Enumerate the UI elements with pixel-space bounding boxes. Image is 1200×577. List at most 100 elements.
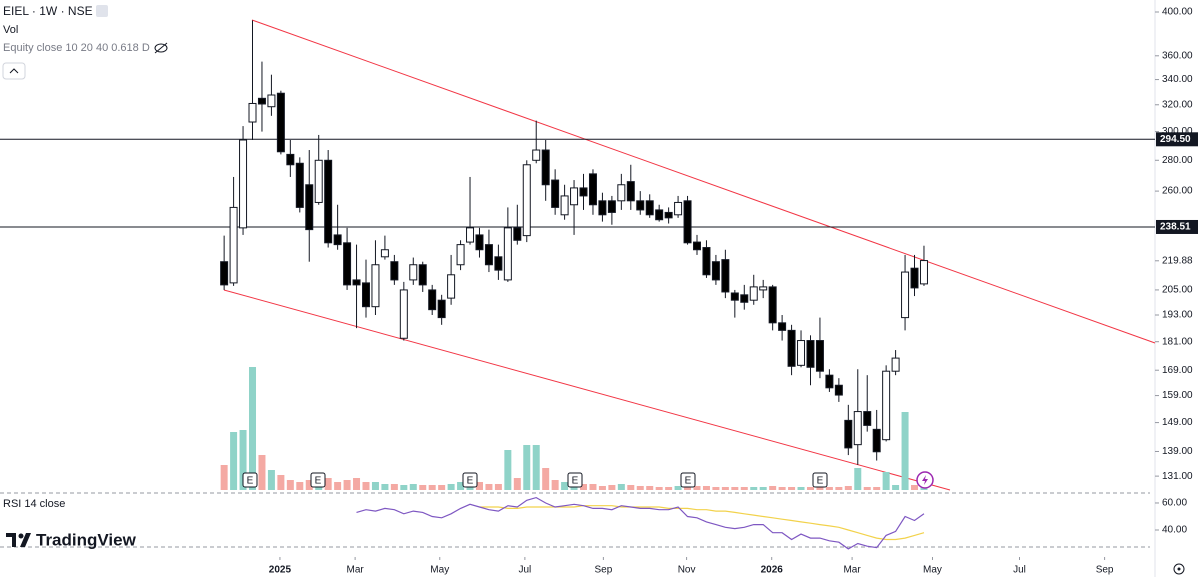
volume-bar	[494, 484, 502, 490]
trend-line	[251, 19, 1156, 344]
volume-bar	[816, 486, 824, 490]
x-tick-label: Mar	[843, 565, 861, 576]
volume-bar	[343, 480, 351, 490]
candle-body	[825, 374, 834, 389]
candle-body	[853, 411, 862, 446]
settings-icon[interactable]	[1173, 563, 1185, 575]
volume-bar	[844, 486, 852, 490]
candle-body	[380, 249, 389, 258]
candle-body	[437, 299, 446, 319]
volume-bar	[788, 487, 796, 490]
rsi-ma-line	[479, 505, 925, 541]
rsi-line	[356, 496, 925, 550]
svg-text:E: E	[572, 476, 579, 487]
collapse-button[interactable]	[2, 62, 26, 80]
volume-bar	[806, 487, 814, 490]
volume-bar	[598, 486, 606, 490]
candle-body	[834, 384, 843, 396]
volume-bar	[797, 487, 805, 490]
candle-body	[466, 227, 475, 243]
candle-body	[503, 227, 512, 281]
candle-body	[636, 200, 645, 211]
volume-bar	[665, 487, 673, 490]
candle-body	[749, 286, 758, 301]
y-tick-label: 219.88	[1162, 255, 1193, 266]
title-button[interactable]	[96, 5, 108, 17]
candle-body	[276, 92, 285, 153]
candle-body	[683, 200, 692, 244]
candle-body	[333, 234, 342, 246]
candle-body	[484, 244, 493, 266]
price-label: 238.51	[1160, 222, 1191, 233]
volume-bar	[674, 486, 682, 490]
candle-body	[229, 206, 238, 284]
volume-bar	[504, 450, 512, 490]
x-tick-label: Jul	[1013, 565, 1026, 576]
volume-bar	[305, 480, 313, 490]
volume-bar	[901, 412, 909, 490]
volume-bar	[712, 487, 720, 490]
volume-bar	[447, 484, 455, 490]
y-tick-label: 205.00	[1162, 285, 1193, 296]
volume-bar	[258, 455, 266, 490]
volume-bar	[608, 485, 616, 490]
candle-body	[475, 234, 484, 251]
brand-logo: TradingView	[6, 530, 137, 549]
candle-body	[456, 244, 465, 266]
price-label-bg	[1156, 132, 1198, 147]
candle-body	[645, 200, 654, 216]
eye-icon[interactable]	[154, 42, 168, 54]
y-tick-label: 193.00	[1162, 310, 1193, 321]
x-tick-label: Jul	[518, 565, 531, 576]
volume-bar	[882, 472, 890, 490]
volume-bar	[267, 470, 275, 490]
volume-bar	[249, 367, 257, 490]
candle-body	[418, 264, 427, 286]
volume-bar	[381, 484, 389, 490]
volume-bar	[485, 484, 493, 490]
candle-body	[551, 179, 560, 208]
candle-body	[220, 261, 229, 286]
candle-body	[664, 211, 673, 219]
candle-body	[778, 322, 787, 331]
x-tick-label: May	[923, 565, 942, 576]
candle-body	[286, 153, 295, 166]
candle-body	[399, 289, 408, 339]
y-tick-label: 340.00	[1162, 74, 1193, 85]
candle-body	[740, 294, 749, 303]
symbol-title: EIEL · 1W · NSE	[3, 4, 93, 18]
volume-bar	[825, 487, 833, 490]
candle-body	[324, 159, 333, 244]
volume-bar	[769, 486, 777, 490]
rsi-y-tick-label: 60.00	[1162, 498, 1187, 509]
volume-bar	[400, 485, 408, 490]
svg-text:E: E	[247, 476, 254, 487]
x-tick-label: May	[430, 565, 449, 576]
candle-body	[513, 227, 522, 241]
candle-body	[494, 256, 503, 271]
volume-bar	[523, 445, 531, 490]
candle-body	[891, 357, 900, 372]
candle-body	[919, 260, 928, 285]
volume-bar	[911, 485, 919, 490]
volume-bar	[646, 486, 654, 490]
x-tick-label: 2026	[761, 565, 784, 576]
candle-body	[692, 241, 701, 251]
volume-bar	[750, 487, 758, 490]
volume-bar	[854, 468, 862, 490]
brand-name: TradingView	[36, 530, 137, 549]
candle-body	[305, 184, 314, 231]
candle-body	[844, 419, 853, 449]
volume-bar	[759, 487, 767, 490]
candle-body	[863, 411, 872, 426]
volume-bar	[409, 484, 417, 490]
volume-bar	[220, 465, 228, 490]
volume-bar	[513, 478, 521, 490]
volume-label: Vol	[3, 24, 18, 36]
candle-body	[570, 187, 579, 206]
volume-bar	[873, 487, 881, 490]
x-tick-label: Mar	[347, 565, 365, 576]
volume-bar	[740, 487, 748, 490]
volume-bar	[542, 468, 550, 490]
